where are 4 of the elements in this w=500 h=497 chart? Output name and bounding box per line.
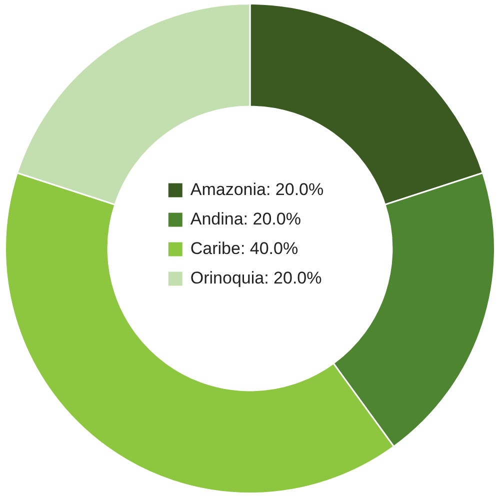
legend-label: Caribe: 40.0%	[190, 238, 298, 258]
legend-label: Amazonia: 20.0%	[190, 180, 324, 199]
legend-label: Orinoquia: 20.0%	[190, 268, 322, 288]
legend-label: Andina: 20.0%	[190, 209, 301, 228]
